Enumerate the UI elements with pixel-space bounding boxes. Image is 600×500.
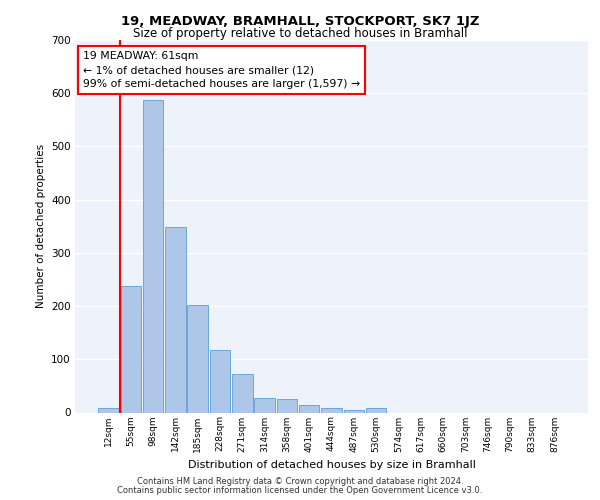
Bar [277,398,297,412]
Bar [165,227,186,412]
X-axis label: Distribution of detached houses by size in Bramhall: Distribution of detached houses by size … [188,460,475,470]
Bar [98,408,119,412]
Y-axis label: Number of detached properties: Number of detached properties [35,144,46,308]
Bar [210,350,230,412]
Bar [232,374,253,412]
Text: 19, MEADWAY, BRAMHALL, STOCKPORT, SK7 1JZ: 19, MEADWAY, BRAMHALL, STOCKPORT, SK7 1J… [121,15,479,28]
Bar [299,404,319,412]
Bar [321,408,342,412]
Bar [344,410,364,412]
Text: 19 MEADWAY: 61sqm
← 1% of detached houses are smaller (12)
99% of semi-detached : 19 MEADWAY: 61sqm ← 1% of detached house… [83,51,360,89]
Text: Contains public sector information licensed under the Open Government Licence v3: Contains public sector information licen… [118,486,482,495]
Bar [366,408,386,412]
Bar [143,100,163,412]
Bar [187,305,208,412]
Bar [254,398,275,412]
Text: Contains HM Land Registry data © Crown copyright and database right 2024.: Contains HM Land Registry data © Crown c… [137,477,463,486]
Bar [121,286,141,412]
Text: Size of property relative to detached houses in Bramhall: Size of property relative to detached ho… [133,28,467,40]
